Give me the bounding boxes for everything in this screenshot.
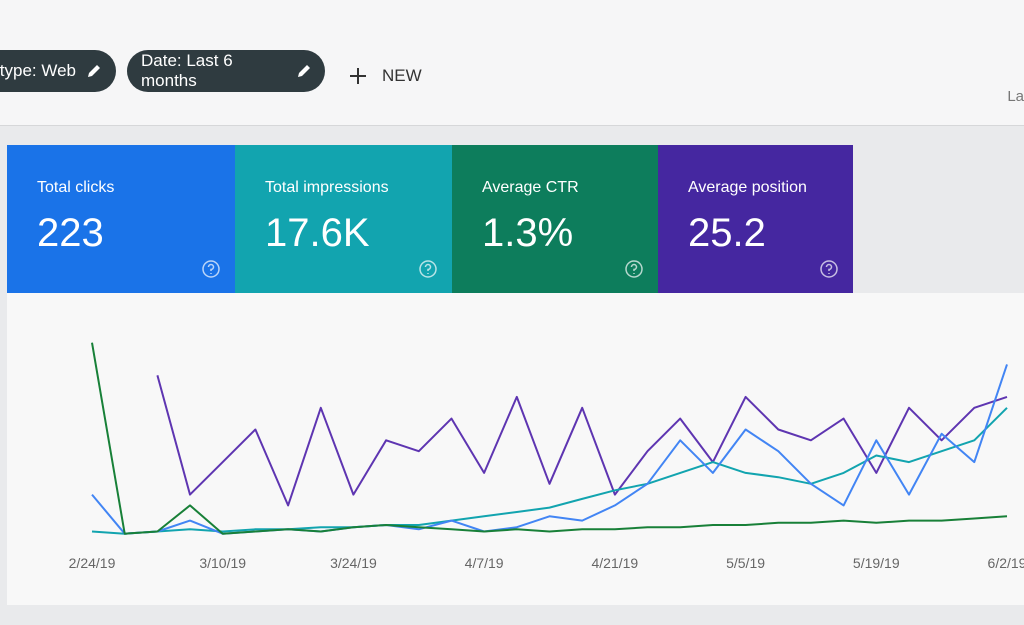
x-tick-label: 4/7/19 — [465, 555, 504, 571]
toolbar: type: Web Date: Last 6 months NEW La — [0, 0, 1024, 126]
help-icon — [419, 260, 437, 278]
metric-cards: Total clicks 223 Total impressions 17.6K Ave… — [7, 145, 853, 293]
metric-value: 1.3% — [482, 211, 574, 255]
series-line — [156, 375, 1008, 507]
edit-icon — [88, 65, 100, 77]
x-tick-label: 5/5/19 — [726, 555, 765, 571]
help-icon — [202, 260, 220, 278]
metric-card[interactable]: Total clicks 223 — [7, 145, 235, 293]
chart: 2/24/19 3/10/19 3/24/19 4/7/19 4/21/19 5/5/19… — [69, 342, 1024, 571]
metric-value: 17.6K — [265, 211, 370, 255]
new-label: NEW — [382, 66, 422, 85]
x-tick-label: 3/10/19 — [199, 555, 246, 571]
filter-chip[interactable]: type: Web — [0, 50, 116, 92]
plus-icon — [350, 68, 366, 84]
metric-label: Total clicks — [37, 179, 115, 196]
help-icon — [820, 260, 838, 278]
corner-text: La — [1007, 88, 1024, 105]
edit-icon — [297, 65, 310, 77]
series-line — [91, 407, 1008, 535]
chart-panel: 2/24/19 3/10/19 3/24/19 4/7/19 4/21/19 5/5/19… — [7, 293, 1024, 605]
series-line — [91, 342, 1008, 535]
x-tick-label: 5/19/19 — [853, 555, 900, 571]
x-tick-label: 4/21/19 — [591, 555, 638, 571]
metric-card[interactable]: Average CTR 1.3% — [452, 145, 658, 293]
chip-label: type: Web — [0, 61, 76, 80]
metric-card[interactable]: Total impressions 17.6K — [235, 145, 452, 293]
help-icon — [625, 260, 643, 278]
metric-value: 223 — [37, 211, 104, 255]
filter-chip[interactable]: Date: Last 6 months — [127, 50, 325, 92]
new-button[interactable]: NEW — [348, 66, 422, 86]
metric-label: Average CTR — [482, 179, 579, 196]
metric-value: 25.2 — [688, 211, 766, 255]
chip-label: Date: Last 6 months — [141, 51, 233, 90]
metric-label: Average position — [688, 179, 807, 196]
metric-label: Total impressions — [265, 179, 389, 196]
x-tick-label: 2/24/19 — [69, 555, 116, 571]
x-tick-label: 3/24/19 — [330, 555, 377, 571]
metric-card[interactable]: Average position 25.2 — [658, 145, 853, 293]
x-tick-label: 6/2/19 — [988, 555, 1024, 571]
